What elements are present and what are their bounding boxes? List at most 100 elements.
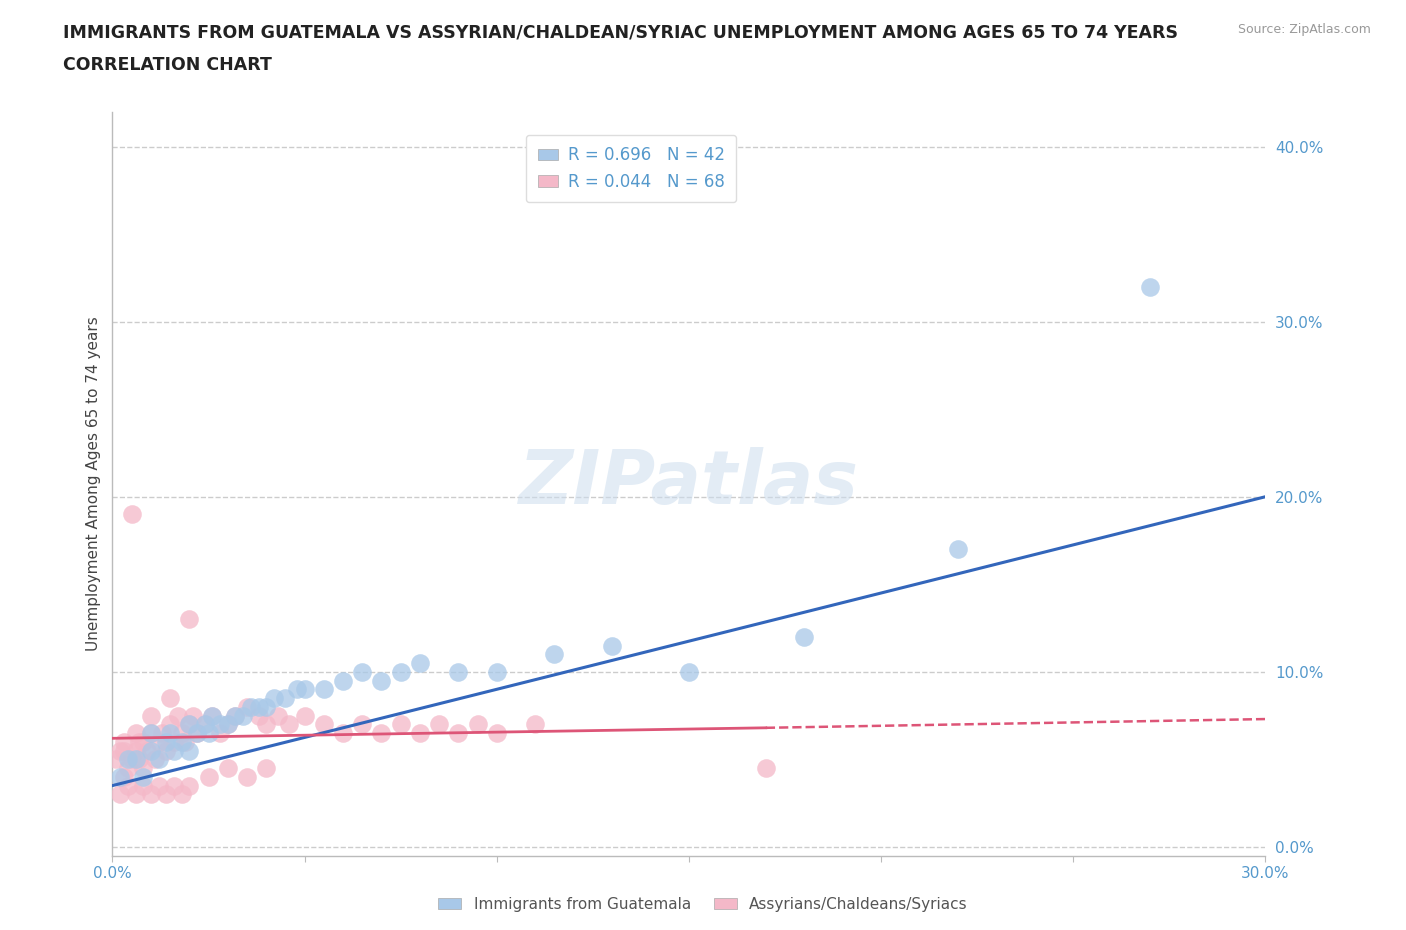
Point [179, 778, 201, 793]
Point [254, 699, 277, 714]
Point [139, 725, 162, 740]
Point [112, 769, 135, 784]
Point [155, 787, 177, 802]
Point [148, 751, 170, 766]
Point [232, 708, 254, 723]
Legend: Immigrants from Guatemala, Assyrians/Chaldeans/Syriacs: Immigrants from Guatemala, Assyrians/Cha… [433, 891, 973, 918]
Point [370, 673, 392, 688]
Point [217, 717, 239, 732]
Point [194, 717, 217, 732]
Point [159, 691, 181, 706]
Point [139, 787, 162, 802]
Point [124, 751, 146, 766]
Point [124, 743, 146, 758]
Point [352, 664, 374, 679]
Point [186, 725, 208, 740]
Point [447, 664, 470, 679]
Point [224, 708, 246, 723]
Point [274, 691, 297, 706]
Point [485, 664, 508, 679]
Point [139, 743, 162, 758]
Point [370, 725, 392, 740]
Point [117, 751, 139, 766]
Point [159, 717, 181, 732]
Point [332, 725, 354, 740]
Point [128, 735, 150, 750]
Point [793, 630, 815, 644]
Point [209, 717, 232, 732]
Point [132, 769, 155, 784]
Point [201, 708, 224, 723]
Y-axis label: Unemployment Among Ages 65 to 74 years: Unemployment Among Ages 65 to 74 years [86, 316, 101, 651]
Point [600, 638, 623, 653]
Point [285, 682, 308, 697]
Point [186, 725, 208, 740]
Point [247, 708, 270, 723]
Point [755, 761, 778, 776]
Point [166, 708, 188, 723]
Point [112, 743, 135, 758]
Point [197, 769, 219, 784]
Point [170, 787, 193, 802]
Text: Source: ZipAtlas.com: Source: ZipAtlas.com [1237, 23, 1371, 36]
Point [170, 725, 193, 740]
Point [170, 735, 193, 750]
Point [121, 507, 143, 522]
Point [946, 542, 969, 557]
Point [278, 717, 301, 732]
Point [1139, 279, 1161, 294]
Point [409, 725, 432, 740]
Point [312, 717, 335, 732]
Legend: R = 0.696   N = 42, R = 0.044   N = 68: R = 0.696 N = 42, R = 0.044 N = 68 [526, 135, 737, 203]
Text: CORRELATION CHART: CORRELATION CHART [63, 56, 273, 73]
Point [117, 761, 139, 776]
Point [427, 717, 450, 732]
Point [254, 761, 277, 776]
Point [332, 673, 354, 688]
Point [263, 691, 285, 706]
Point [267, 708, 290, 723]
Point [247, 699, 270, 714]
Point [124, 725, 146, 740]
Point [108, 743, 131, 758]
Point [543, 647, 565, 662]
Point [179, 717, 201, 732]
Point [128, 751, 150, 766]
Point [139, 708, 162, 723]
Point [179, 612, 201, 627]
Point [121, 751, 143, 766]
Point [217, 761, 239, 776]
Point [148, 735, 170, 750]
Point [108, 787, 131, 802]
Point [105, 751, 128, 766]
Point [163, 743, 186, 758]
Point [197, 725, 219, 740]
Point [108, 769, 131, 784]
Point [112, 735, 135, 750]
Point [236, 769, 259, 784]
Point [136, 743, 159, 758]
Text: ZIPatlas: ZIPatlas [519, 447, 859, 520]
Point [163, 735, 186, 750]
Point [312, 682, 335, 697]
Point [159, 725, 181, 740]
Point [467, 717, 489, 732]
Point [143, 751, 166, 766]
Point [132, 761, 155, 776]
Point [236, 699, 259, 714]
Point [117, 778, 139, 793]
Point [352, 717, 374, 732]
Point [194, 717, 217, 732]
Point [389, 664, 412, 679]
Point [152, 725, 174, 740]
Point [155, 743, 177, 758]
Point [254, 717, 277, 732]
Point [124, 787, 146, 802]
Point [163, 778, 186, 793]
Point [409, 656, 432, 671]
Point [155, 735, 177, 750]
Point [217, 717, 239, 732]
Point [294, 708, 316, 723]
Point [179, 743, 201, 758]
Point [201, 708, 224, 723]
